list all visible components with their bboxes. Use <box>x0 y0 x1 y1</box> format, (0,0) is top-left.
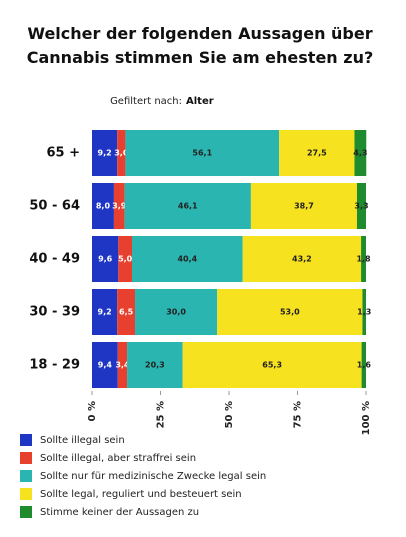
value-label: 4,3 <box>353 149 367 158</box>
value-label: 1,6 <box>357 361 372 370</box>
bar-segment <box>124 183 251 229</box>
bar-segment <box>92 183 114 229</box>
bar-segment <box>354 130 367 176</box>
legend-label: Sollte illegal, aber straffrei sein <box>40 453 196 464</box>
legend-label: Stimme keiner der Aussagen zu <box>40 507 199 518</box>
bar-segment <box>127 342 183 388</box>
value-label: 3,4 <box>115 361 130 370</box>
value-label: 9,2 <box>98 308 112 317</box>
bar-segment <box>117 342 128 388</box>
legend-marker <box>20 506 32 518</box>
value-label: 3,0 <box>114 149 129 158</box>
value-label: 65,3 <box>262 361 282 370</box>
value-label: 1,8 <box>356 255 371 264</box>
value-label: 9,6 <box>98 255 113 264</box>
value-label: 9,4 <box>98 361 113 370</box>
bar-segment <box>92 236 119 282</box>
filter-value: Alter <box>186 96 214 107</box>
value-label: 43,2 <box>292 255 312 264</box>
bar-segment <box>113 183 125 229</box>
value-label: 3,9 <box>112 202 127 211</box>
value-label: 8,0 <box>96 202 111 211</box>
bar-segment <box>250 183 357 229</box>
y-tick-label: 50 - 64 <box>29 199 80 214</box>
x-tick-label: 75 % <box>293 401 304 428</box>
value-label: 1,3 <box>357 308 371 317</box>
x-tick-label: 0 % <box>87 401 98 421</box>
bar-segment <box>135 289 218 335</box>
legend-label: Sollte nur für medizinische Zwecke legal… <box>40 471 266 482</box>
value-label: 56,1 <box>192 149 212 158</box>
x-tick-label: 25 % <box>156 401 167 428</box>
y-tick-label: 30 - 39 <box>29 305 80 320</box>
value-label: 5,0 <box>118 255 133 264</box>
bar-segment <box>361 342 366 388</box>
bar-segment <box>125 130 280 176</box>
legend-label: Sollte illegal sein <box>40 435 125 446</box>
chart-title: Welcher der folgenden Aussagen über Cann… <box>26 24 374 67</box>
x-tick-label: 100 % <box>361 401 372 435</box>
bar-segment <box>118 236 133 282</box>
bar-segment <box>182 342 362 388</box>
bar-segment <box>356 183 366 229</box>
legend-marker <box>20 488 32 500</box>
value-label: 3,3 <box>354 202 368 211</box>
value-label: 53,0 <box>280 308 300 317</box>
bar-segment <box>117 130 126 176</box>
bar-segment <box>132 236 243 282</box>
bar-segment <box>92 130 118 176</box>
value-label: 46,1 <box>178 202 198 211</box>
bar-segment <box>117 289 136 335</box>
x-tick-label: 50 % <box>224 401 235 428</box>
filter-label: Gefiltert nach: <box>110 96 182 107</box>
value-label: 30,0 <box>166 308 186 317</box>
legend-marker <box>20 452 32 464</box>
y-tick-label: 40 - 49 <box>29 252 80 267</box>
bar-segment <box>242 236 362 282</box>
value-label: 20,3 <box>145 361 165 370</box>
bar-segment <box>92 289 118 335</box>
bar-segment <box>92 342 118 388</box>
bar-segment <box>217 289 363 335</box>
y-tick-label: 65 + <box>46 146 80 161</box>
value-label: 6,5 <box>119 308 134 317</box>
legend-label: Sollte legal, reguliert und besteuert se… <box>40 489 242 500</box>
value-label: 40,4 <box>177 255 197 264</box>
legend-marker <box>20 470 32 482</box>
bar-segment <box>362 289 366 335</box>
value-label: 27,5 <box>307 149 327 158</box>
value-label: 9,2 <box>98 149 112 158</box>
bar-segment <box>361 236 366 282</box>
value-label: 38,7 <box>294 202 314 211</box>
bar-segment <box>279 130 355 176</box>
legend-marker <box>20 434 32 446</box>
y-tick-label: 18 - 29 <box>29 358 80 373</box>
